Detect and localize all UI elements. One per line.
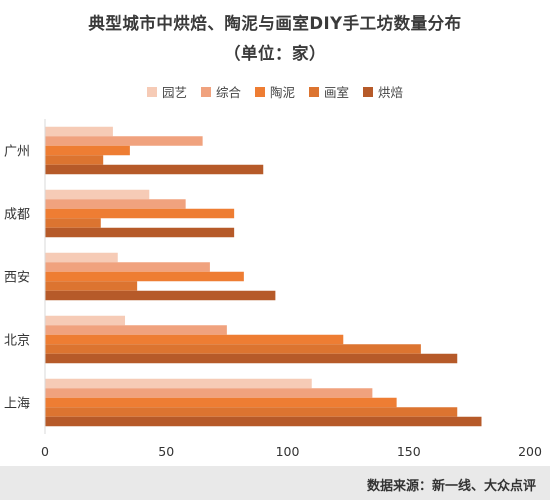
bar-成都-园艺 — [45, 189, 150, 200]
legend-label: 园艺 — [161, 85, 187, 100]
bar-广州-陶泥 — [45, 145, 130, 156]
source-note: 数据来源：新一线、大众点评 — [366, 479, 536, 494]
legend-item-画室: 画室 — [309, 82, 349, 101]
y-tick-label: 北京 — [4, 334, 30, 349]
y-tick-label: 上海 — [4, 397, 30, 412]
bar-广州-画室 — [45, 155, 104, 165]
bar-成都-陶泥 — [45, 208, 235, 219]
bar-北京-烘焙 — [45, 353, 458, 364]
bar-西安-烘焙 — [45, 290, 276, 301]
x-tick-label: 50 — [158, 444, 174, 459]
x-tick-label: 0 — [41, 444, 49, 459]
legend-swatch — [363, 86, 374, 97]
x-tick-label: 100 — [276, 444, 300, 459]
bar-西安-画室 — [45, 281, 138, 291]
bar-西安-陶泥 — [45, 271, 244, 282]
bar-北京-画室 — [45, 344, 421, 354]
bar-北京-园艺 — [45, 315, 126, 326]
bar-上海-陶泥 — [45, 397, 397, 408]
bar-成都-画室 — [45, 218, 101, 228]
legend-swatch — [200, 86, 211, 97]
y-tick-label: 广州 — [4, 145, 30, 160]
chart-legend: 园艺 综合 陶泥 画室 烘焙 — [0, 82, 550, 101]
legend-swatch — [146, 86, 157, 97]
legend-swatch — [254, 86, 265, 97]
bar-上海-画室 — [45, 407, 458, 417]
legend-item-综合: 综合 — [200, 82, 241, 101]
legend-label: 烘焙 — [378, 85, 404, 100]
chart-subtitle: （单位：家） — [224, 44, 326, 63]
y-tick-label: 西安 — [4, 271, 30, 286]
bar-成都-烘焙 — [45, 227, 235, 238]
legend-item-陶泥: 陶泥 — [254, 82, 295, 101]
y-tick-label: 成都 — [4, 208, 30, 223]
bar-广州-园艺 — [45, 126, 113, 137]
legend-label: 陶泥 — [269, 85, 295, 100]
legend-item-园艺: 园艺 — [146, 82, 187, 101]
bar-广州-烘焙 — [45, 164, 264, 175]
bar-西安-综合 — [45, 262, 210, 272]
footer-bar: 数据来源：新一线、大众点评 — [0, 466, 550, 500]
bar-北京-陶泥 — [45, 334, 344, 345]
bar-西安-园艺 — [45, 252, 118, 263]
bar-成都-综合 — [45, 199, 186, 209]
bar-上海-综合 — [45, 388, 373, 398]
chart-title: 典型城市中烘焙、陶泥与画室DIY手工坊数量分布 — [88, 14, 462, 33]
legend-label: 画室 — [324, 85, 350, 100]
bar-上海-园艺 — [45, 378, 312, 389]
bar-上海-烘焙 — [45, 416, 482, 427]
legend-swatch — [309, 86, 319, 97]
x-tick-label: 150 — [397, 444, 421, 459]
bar-北京-综合 — [45, 325, 227, 335]
legend-label: 综合 — [215, 85, 241, 100]
x-tick-label: 200 — [518, 444, 542, 459]
bar-广州-综合 — [45, 136, 203, 146]
legend-item-烘焙: 烘焙 — [363, 82, 403, 101]
